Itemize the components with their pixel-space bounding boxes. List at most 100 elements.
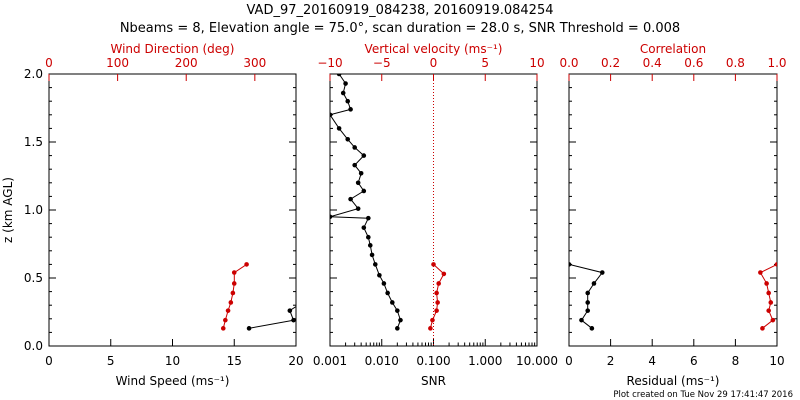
bottom-tick-label: 10.000 [516, 354, 558, 368]
top-tick-label: 0.2 [601, 56, 620, 70]
bottom-tick-label: 0.010 [365, 354, 399, 368]
data-point [369, 252, 375, 258]
data-point [343, 81, 348, 86]
figure-subtitle: Nbeams = 8, Elevation angle = 75.0°, sca… [120, 21, 680, 36]
data-point [589, 326, 595, 331]
data-point [760, 326, 765, 331]
y-tick-label: 0.0 [24, 339, 43, 353]
data-point [345, 136, 351, 142]
data-point [300, 300, 305, 305]
top-tick-label: −5 [373, 56, 391, 70]
plot-frame [48, 73, 297, 347]
top-tick-label: 10 [529, 56, 544, 70]
data-point [366, 215, 371, 221]
data-point [585, 300, 591, 305]
top-tick-label: 5 [481, 56, 489, 70]
data-point [395, 326, 400, 331]
series-line [569, 263, 604, 329]
data-point [336, 74, 342, 77]
data-point [330, 214, 333, 220]
bottom-tick-label: 10 [165, 354, 180, 368]
top-tick-label: 0.6 [684, 56, 703, 70]
data-point [430, 317, 435, 323]
data-point [330, 112, 333, 118]
data-point [579, 317, 584, 323]
top-tick-label: −10 [317, 56, 342, 70]
top-axis-label: Vertical velocity (ms⁻¹) [365, 42, 503, 56]
data-point [336, 126, 342, 131]
data-point [352, 145, 357, 150]
data-point [228, 300, 234, 305]
data-point [246, 326, 252, 331]
series-bottom-axis [246, 300, 305, 331]
bottom-tick-label: 4 [648, 354, 656, 368]
data-point [223, 317, 228, 323]
top-tick-label: 0.8 [726, 56, 745, 70]
data-point [435, 300, 440, 305]
top-tick-label: 0.4 [643, 56, 662, 70]
data-point [585, 308, 591, 313]
data-point [225, 308, 231, 313]
top-tick-label: 200 [175, 56, 198, 70]
series-line [249, 305, 296, 329]
top-tick-label: 0 [430, 56, 438, 70]
bottom-tick-label: 10 [769, 354, 784, 368]
series-bottom-axis [569, 262, 605, 331]
data-point [220, 326, 226, 331]
bottom-tick-label: 0 [45, 354, 53, 368]
data-point [348, 107, 353, 112]
plot-created-footer: Plot created on Tue Nov 29 17:41:47 2016 [613, 390, 793, 400]
data-point [395, 308, 400, 313]
series-top-axis [758, 262, 777, 331]
data-point [768, 300, 774, 305]
data-point [355, 180, 361, 186]
data-point [231, 270, 237, 275]
data-point [390, 300, 395, 305]
data-point [428, 326, 433, 331]
data-point [287, 308, 293, 313]
data-point [431, 262, 436, 267]
series-top-axis [428, 262, 447, 331]
bottom-axis-label: SNR [421, 374, 446, 388]
y-tick-label: 2.0 [24, 67, 43, 81]
top-axis-label: Correlation [640, 42, 706, 56]
bottom-tick-label: 20 [288, 354, 303, 368]
data-point [358, 170, 364, 176]
data-point [434, 290, 439, 296]
data-point [355, 206, 361, 211]
series-top-axis [220, 262, 249, 331]
data-point [770, 317, 776, 323]
y-tick-label: 1.5 [24, 135, 43, 149]
bottom-tick-label: 8 [732, 354, 740, 368]
data-point [774, 262, 777, 267]
data-point [766, 308, 771, 313]
bottom-tick-label: 0.001 [313, 354, 347, 368]
data-point [352, 162, 357, 168]
bottom-tick-label: 6 [690, 354, 698, 368]
data-point [345, 98, 351, 104]
data-point [291, 317, 296, 323]
data-point [766, 290, 771, 296]
data-point [385, 290, 390, 296]
data-point [244, 262, 249, 267]
data-point [340, 90, 346, 96]
data-point [764, 281, 769, 286]
top-tick-label: 1.0 [767, 56, 786, 70]
series-bottom-axis [330, 74, 403, 331]
top-axis-label: Wind Direction (deg) [111, 42, 235, 56]
top-tick-label: 100 [106, 56, 129, 70]
data-point [231, 281, 237, 286]
bottom-tick-label: 5 [107, 354, 115, 368]
data-point [398, 317, 403, 323]
panel-residual: 0 2 4 6 8 10 Residual (ms⁻¹) 0.0 0.2 0.4 0.6 0.8 1.0… [559, 42, 786, 388]
data-point [434, 308, 439, 313]
data-point [361, 188, 367, 194]
y-tick-label: 1.0 [24, 203, 43, 217]
data-point [569, 262, 572, 267]
data-point [361, 225, 367, 230]
data-point [361, 153, 367, 158]
y-tick-label: 0.5 [24, 271, 43, 285]
